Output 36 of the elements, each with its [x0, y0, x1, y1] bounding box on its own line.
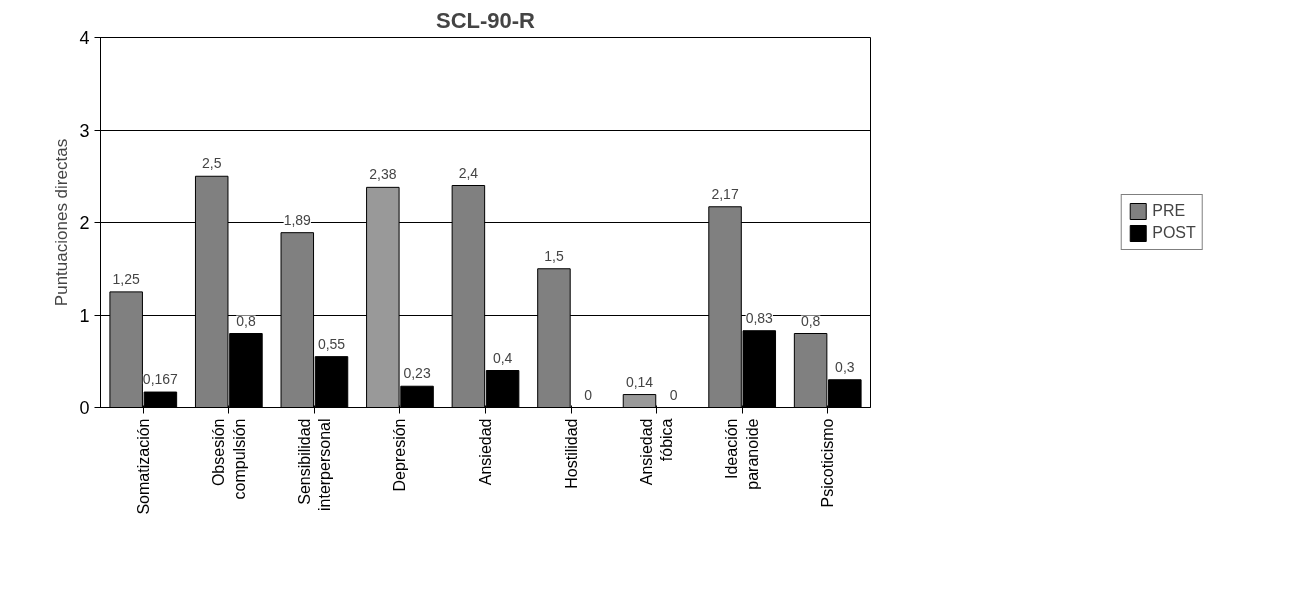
x-tick-label: Obsesión compulsión — [210, 418, 248, 500]
x-tick-label: Psicoticismo — [819, 418, 837, 508]
y-tick-label: 0 — [79, 398, 90, 418]
data-label: 0,83 — [745, 309, 774, 326]
y-axis-title: Puntuaciones directas — [52, 138, 72, 307]
data-label: 2,17 — [711, 185, 739, 202]
data-label: 2,38 — [369, 166, 397, 183]
x-tick-label: Sensibilidad interpersonal — [295, 418, 334, 511]
x-tick-label: Ideación paranoide — [723, 418, 761, 490]
y-tick-label: 3 — [79, 120, 90, 141]
data-label: 0,8 — [800, 312, 821, 329]
data-label: 0,4 — [492, 349, 513, 366]
data-label: 1,5 — [544, 247, 564, 264]
data-label: 2,5 — [201, 155, 222, 172]
y-tick-label: 4 — [79, 28, 90, 48]
data-label: 0,167 — [142, 371, 179, 388]
x-tick-label: Depresión — [391, 418, 409, 492]
y-tick-label: 2 — [79, 213, 90, 233]
data-label: 0,14 — [625, 373, 654, 390]
data-label: 1,89 — [283, 211, 312, 228]
legend-label: POST — [1152, 224, 1196, 242]
data-label: 0 — [584, 386, 593, 403]
data-label: 0 — [669, 386, 678, 403]
data-label: 0,3 — [835, 358, 855, 375]
data-label: 0,23 — [403, 365, 431, 382]
x-tick-label: Somatización — [134, 418, 152, 515]
x-tick-label: Ansiedad — [477, 418, 494, 486]
chart-title: SCL-90-R — [435, 7, 536, 33]
data-label: 2,4 — [458, 164, 479, 181]
x-tick-label: Ansiedad fóbica — [637, 418, 676, 486]
data-label: 1,25 — [112, 270, 140, 287]
y-tick-label: 1 — [79, 305, 90, 326]
data-label: 0,8 — [236, 312, 256, 329]
x-tick-label: Hostilidad — [562, 418, 580, 489]
legend-label: PRE — [1152, 202, 1186, 220]
data-label: 0,55 — [317, 335, 346, 352]
